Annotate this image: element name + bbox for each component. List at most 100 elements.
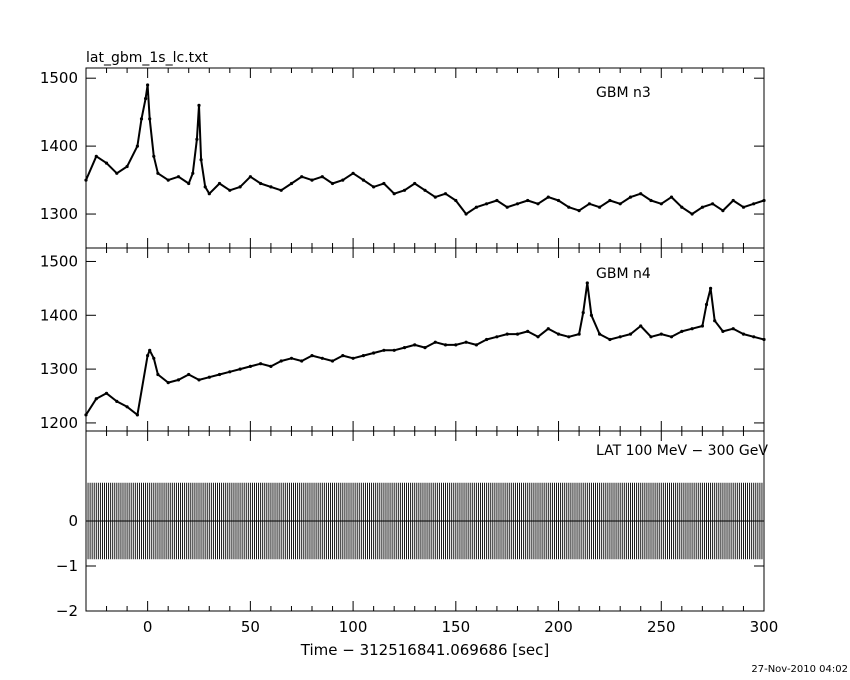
data-point bbox=[203, 185, 207, 189]
data-point bbox=[320, 356, 324, 360]
data-point bbox=[690, 327, 694, 331]
data-point bbox=[649, 198, 653, 203]
data-point bbox=[94, 397, 98, 401]
data-point bbox=[495, 335, 499, 339]
data-point bbox=[310, 354, 314, 358]
data-point bbox=[197, 378, 201, 382]
y-tick-label: 1300 bbox=[40, 360, 78, 378]
data-point bbox=[300, 175, 304, 179]
y-tick-label: 1200 bbox=[40, 414, 78, 432]
gbm-n3-marks bbox=[84, 83, 766, 216]
data-point bbox=[330, 359, 335, 363]
lat-label: LAT 100 MeV − 300 GeV bbox=[596, 443, 768, 459]
data-point bbox=[259, 362, 263, 366]
data-point bbox=[104, 161, 109, 165]
data-point bbox=[341, 178, 345, 182]
data-point bbox=[546, 327, 550, 331]
x-tick-label: 0 bbox=[143, 618, 153, 636]
data-point bbox=[176, 175, 181, 179]
y-tick-label: 1500 bbox=[40, 252, 78, 270]
data-point bbox=[228, 188, 232, 192]
data-point bbox=[536, 335, 540, 339]
data-point bbox=[166, 381, 170, 385]
data-point bbox=[125, 164, 129, 169]
y-tick-label: 1400 bbox=[40, 137, 78, 155]
data-point bbox=[709, 286, 713, 290]
data-point bbox=[361, 178, 365, 182]
data-point bbox=[259, 181, 263, 186]
data-point bbox=[680, 205, 684, 209]
data-point bbox=[649, 335, 653, 339]
data-point bbox=[372, 185, 376, 189]
data-point bbox=[269, 185, 273, 189]
data-point bbox=[752, 335, 756, 339]
data-point bbox=[197, 103, 201, 107]
data-point bbox=[598, 205, 602, 209]
data-point bbox=[238, 367, 242, 371]
data-point bbox=[546, 195, 550, 199]
data-point bbox=[526, 198, 530, 203]
data-point bbox=[152, 154, 156, 158]
data-point bbox=[669, 195, 674, 199]
data-point bbox=[156, 171, 160, 175]
data-point bbox=[515, 332, 520, 336]
data-point bbox=[495, 198, 499, 203]
y-tick-label: 1500 bbox=[40, 69, 78, 87]
data-point bbox=[567, 205, 571, 209]
data-point bbox=[187, 181, 191, 186]
data-point bbox=[413, 181, 417, 186]
data-point bbox=[433, 340, 437, 344]
data-point bbox=[567, 335, 571, 339]
data-point bbox=[207, 192, 211, 196]
data-point bbox=[372, 351, 376, 355]
y-tick-label: −2 bbox=[56, 602, 78, 620]
lat-y-axis: −2 −1 0 bbox=[56, 512, 764, 620]
data-point bbox=[217, 372, 222, 377]
data-point bbox=[148, 117, 152, 121]
x-tick-label: 100 bbox=[339, 618, 368, 636]
data-point bbox=[382, 181, 386, 186]
data-point bbox=[454, 198, 458, 203]
file-label: lat_gbm_1s_lc.txt bbox=[86, 50, 208, 66]
y-tick-label: −1 bbox=[56, 557, 78, 575]
data-point bbox=[176, 378, 181, 382]
data-point bbox=[485, 202, 489, 206]
data-point bbox=[598, 332, 602, 336]
data-point bbox=[166, 178, 170, 182]
data-point bbox=[536, 202, 540, 206]
data-point bbox=[721, 329, 725, 333]
data-point bbox=[713, 319, 717, 323]
data-point bbox=[279, 359, 283, 363]
data-point bbox=[443, 343, 448, 347]
lat-x-axis: 0 50 100 150 200 250 300 bbox=[85, 431, 779, 636]
data-point bbox=[139, 117, 144, 121]
data-point bbox=[731, 198, 735, 203]
data-point bbox=[577, 332, 581, 336]
data-point bbox=[731, 327, 735, 331]
timestamp: 27-Nov-2010 04:02 bbox=[751, 664, 848, 675]
data-point bbox=[152, 356, 156, 360]
x-tick-label: 300 bbox=[750, 618, 779, 636]
data-point bbox=[146, 83, 150, 87]
data-point bbox=[556, 198, 561, 203]
data-point bbox=[135, 413, 139, 417]
data-point bbox=[148, 348, 152, 352]
data-point bbox=[382, 348, 386, 352]
data-point bbox=[125, 405, 129, 409]
data-point bbox=[659, 332, 663, 336]
data-point bbox=[669, 335, 674, 339]
data-point bbox=[608, 198, 612, 203]
data-point bbox=[228, 370, 232, 374]
data-point bbox=[392, 348, 396, 352]
data-point bbox=[341, 354, 345, 358]
data-point bbox=[248, 175, 252, 179]
data-point bbox=[351, 356, 355, 360]
data-point bbox=[741, 205, 746, 209]
data-point bbox=[515, 202, 520, 206]
data-point bbox=[711, 202, 715, 206]
y-tick-label: 1400 bbox=[40, 306, 78, 324]
data-point bbox=[310, 178, 314, 182]
data-point bbox=[700, 324, 705, 328]
data-point bbox=[659, 202, 663, 206]
data-point bbox=[156, 372, 160, 377]
